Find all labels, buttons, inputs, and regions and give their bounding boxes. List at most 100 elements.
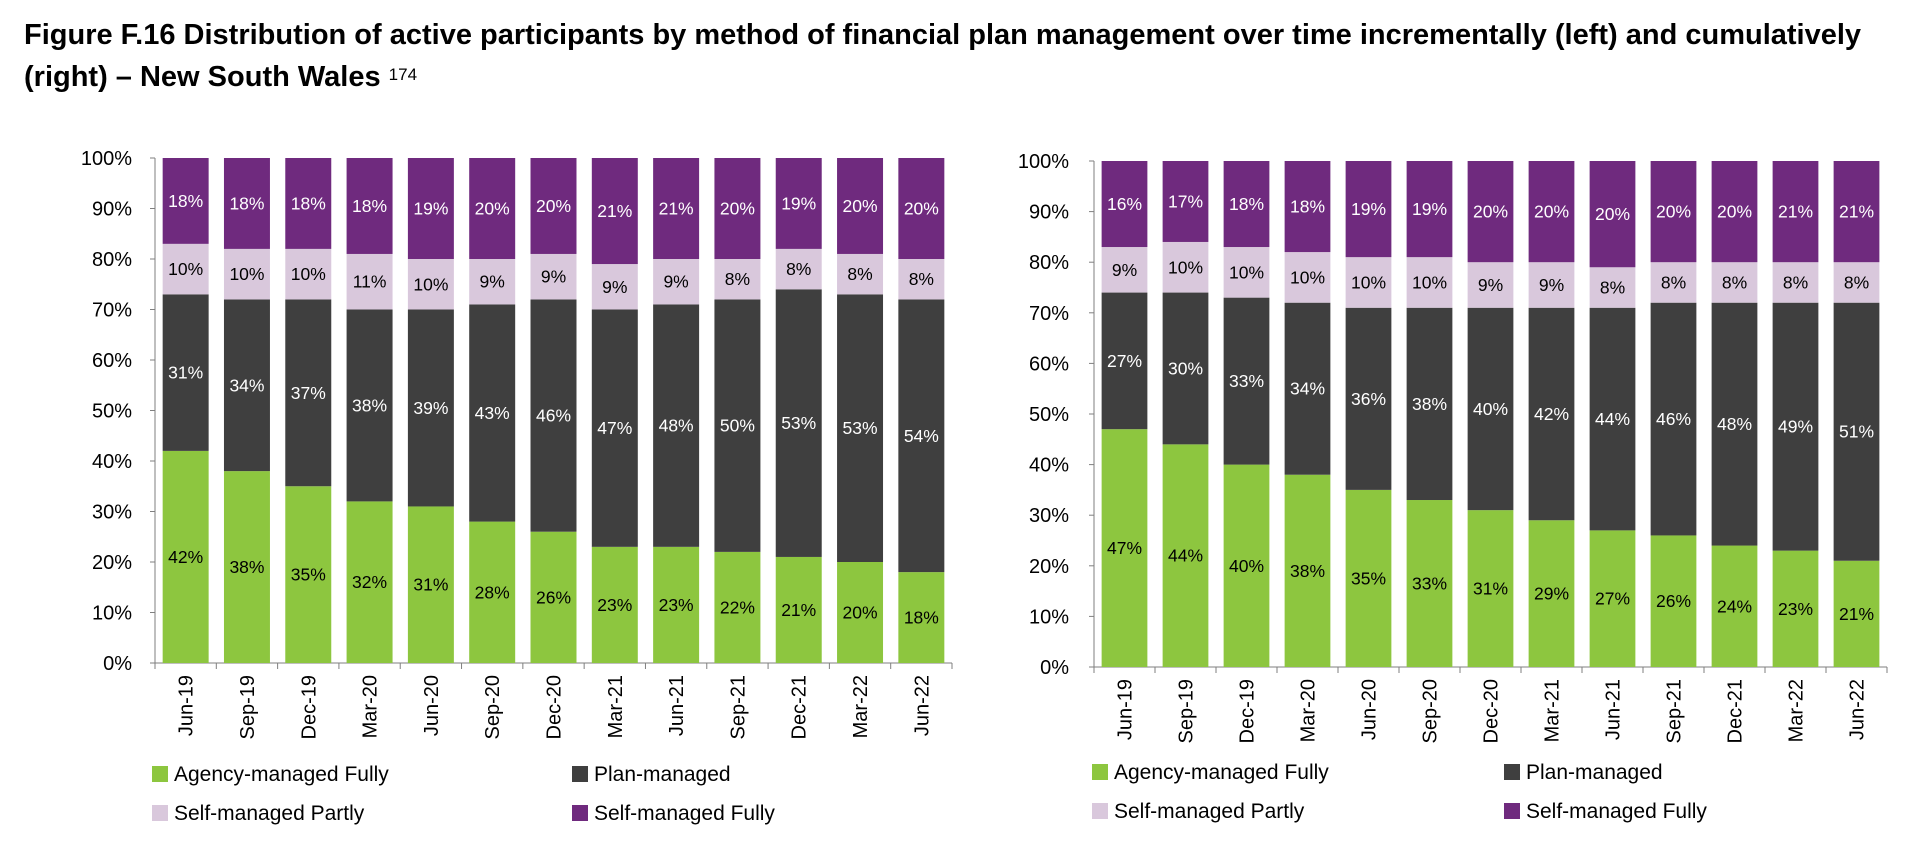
- bar-segment: [837, 562, 884, 663]
- bar-segment: [898, 299, 945, 573]
- data-label: 9%: [541, 267, 566, 287]
- data-label: 51%: [1839, 422, 1874, 442]
- data-label: 48%: [659, 416, 694, 436]
- x-tick-label: Sep-19: [1176, 679, 1198, 744]
- bar-segment: [1345, 161, 1392, 258]
- bar-segment: [1589, 161, 1636, 268]
- data-label: 21%: [781, 600, 816, 620]
- data-label: 8%: [1844, 272, 1869, 292]
- bar-segment: [1406, 500, 1453, 667]
- data-label: 20%: [904, 199, 939, 219]
- bar-segment: [285, 248, 332, 300]
- bar-segment: [1162, 161, 1209, 242]
- data-label: 10%: [1229, 262, 1264, 282]
- data-label: 38%: [1412, 394, 1447, 414]
- x-tick-label: Jun-22: [1847, 679, 1869, 740]
- x-tick-label: Sep-21: [727, 675, 749, 740]
- y-tick-label: 80%: [1029, 252, 1069, 274]
- bar-segment: [1223, 297, 1270, 465]
- data-label: 54%: [904, 426, 939, 446]
- bar-segment: [1772, 262, 1819, 303]
- data-label: 8%: [1600, 278, 1625, 298]
- chart-cumulative: 0% 10% 20% 30% 40% 50% 60% 70% 80% 90% 100% 47% 27% 9…: [1018, 151, 1888, 823]
- bar-segment: [1833, 262, 1880, 303]
- bar-segment: [407, 309, 454, 507]
- data-label: 18%: [904, 608, 939, 628]
- bar-segment: [1223, 247, 1270, 298]
- x-tick-label: Mar-21: [1542, 679, 1564, 742]
- data-label: 27%: [1107, 351, 1142, 371]
- bar-segment: [530, 299, 577, 532]
- bar-segment: [1162, 241, 1209, 293]
- bar-segment: [898, 259, 945, 300]
- data-label: 22%: [720, 597, 755, 617]
- data-label: 42%: [168, 547, 203, 567]
- bar-stack-Mar-20: 32% 38% 11% 18%: [346, 158, 393, 663]
- bar-segment: [1345, 489, 1392, 667]
- data-label: 21%: [1778, 202, 1813, 222]
- data-label: 8%: [847, 264, 872, 284]
- data-label: 18%: [291, 193, 326, 213]
- bar-segment: [285, 299, 332, 487]
- x-tick-label: Sep-20: [1420, 679, 1442, 744]
- x-tick-label: Dec-19: [1237, 679, 1259, 743]
- bar-segment: [1162, 292, 1209, 445]
- bar-segment: [714, 158, 761, 259]
- data-label: 20%: [1534, 202, 1569, 222]
- x-tick-label: Jun-21: [1603, 679, 1625, 740]
- data-label: 32%: [352, 572, 387, 592]
- legend-label: Agency-managed Fully: [1114, 761, 1329, 784]
- data-label: 10%: [1168, 257, 1203, 277]
- data-label: 19%: [413, 199, 448, 219]
- bar-segment: [1284, 252, 1331, 303]
- data-label: 11%: [353, 272, 387, 292]
- data-label: 28%: [475, 582, 510, 602]
- data-label: 31%: [413, 575, 448, 595]
- bar-segment: [1284, 302, 1331, 475]
- y-tick-label: 40%: [1029, 455, 1069, 477]
- bar-segment: [837, 253, 884, 295]
- data-label: 18%: [1290, 197, 1325, 217]
- bar-segment: [469, 259, 516, 305]
- y-tick-label: 70%: [92, 300, 132, 322]
- data-label: 19%: [781, 193, 816, 213]
- bar-segment: [591, 309, 638, 547]
- bar-segment: [1284, 161, 1331, 253]
- bar-stack-Jun-21: 23% 48% 9% 21%: [653, 158, 700, 663]
- bar-segment: [591, 264, 638, 310]
- bar-segment: [898, 158, 945, 259]
- bar-stack-Jun-20: 31% 39% 10% 19%: [407, 158, 454, 663]
- legend-label: Self-managed Partly: [174, 802, 365, 825]
- bar-segment: [1345, 257, 1392, 308]
- legend-swatch: [572, 766, 588, 782]
- data-label: 26%: [536, 587, 571, 607]
- bar-segment: [1345, 307, 1392, 490]
- data-label: 47%: [1107, 538, 1142, 558]
- data-label: 23%: [659, 595, 694, 615]
- data-label: 20%: [1717, 202, 1752, 222]
- bar-stack-Mar-21: 29% 42% 9% 20%: [1528, 161, 1575, 667]
- x-tick-label: Sep-21: [1664, 679, 1686, 744]
- data-label: 9%: [1112, 260, 1137, 280]
- legend-swatch: [1092, 764, 1108, 780]
- y-tick-label: 50%: [92, 401, 132, 423]
- x-tick-label: Mar-22: [850, 675, 872, 738]
- bar-segment: [653, 546, 700, 663]
- bar-segment: [407, 259, 454, 310]
- bar-segment: [714, 551, 761, 663]
- bar-segment: [1650, 161, 1697, 263]
- data-label: 48%: [1717, 414, 1752, 434]
- bar-segment: [775, 248, 822, 290]
- x-tick-label: Sep-20: [482, 675, 504, 740]
- bar-segment: [898, 572, 945, 663]
- bar-stack-Jun-20: 35% 36% 10% 19%: [1345, 161, 1392, 667]
- data-label: 18%: [168, 191, 203, 211]
- data-label: 37%: [291, 383, 326, 403]
- data-label: 8%: [1783, 272, 1808, 292]
- bar-segment: [591, 546, 638, 663]
- x-tick-label: Jun-19: [1115, 679, 1137, 740]
- data-label: 23%: [597, 595, 632, 615]
- data-label: 40%: [1229, 556, 1264, 576]
- x-tick-label: Jun-20: [1359, 679, 1381, 740]
